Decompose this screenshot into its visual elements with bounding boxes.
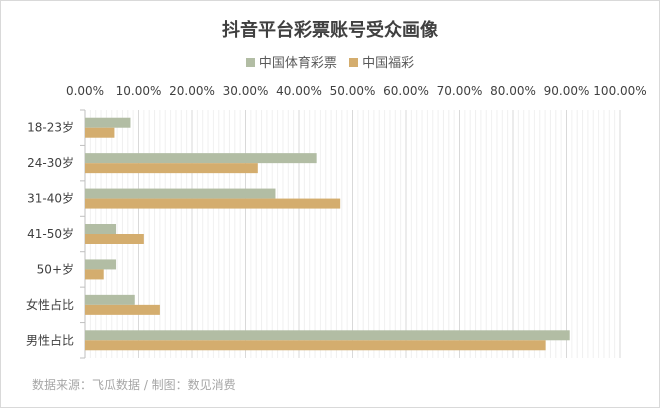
y-category-label: 女性占比 [26, 297, 74, 312]
legend-swatch-welfare-lottery [349, 58, 359, 67]
legend-label-sports-lottery: 中国体育彩票 [258, 56, 337, 71]
y-category-label: 31-40岁 [27, 191, 74, 206]
x-tick-label: 40.00% [276, 84, 322, 98]
x-tick-label: 80.00% [490, 84, 536, 98]
x-tick-label: 20.00% [169, 84, 215, 98]
x-tick-label: 30.00% [223, 84, 269, 98]
x-tick-label: 90.00% [544, 84, 590, 98]
x-tick-label: 60.00% [383, 84, 429, 98]
bar-sports-lottery [85, 294, 135, 305]
bar-sports-lottery [85, 188, 276, 199]
x-tick-label: 100.00% [593, 84, 646, 98]
legend-swatch-sports-lottery [245, 58, 255, 67]
bar-welfare-lottery [85, 163, 258, 174]
bar-welfare-lottery [85, 340, 546, 351]
bar-welfare-lottery [85, 234, 144, 244]
legend: 中国体育彩票 中国福彩 [0, 52, 660, 71]
bar-sports-lottery [85, 259, 117, 270]
y-category-label: 41-50岁 [27, 226, 74, 241]
bar-welfare-lottery [85, 304, 160, 315]
bar-sports-lottery [85, 153, 317, 164]
x-tick-label: 10.00% [116, 84, 162, 98]
chart-title: 抖音平台彩票账号受众画像 [222, 20, 438, 41]
y-category-label: 50+岁 [37, 261, 74, 276]
y-category-label: 24-30岁 [27, 155, 74, 170]
x-tick-label: 0.00% [66, 84, 104, 98]
y-category-label: 男性占比 [26, 332, 74, 347]
bar-welfare-lottery [85, 269, 104, 280]
x-tick-label: 50.00% [330, 84, 376, 98]
bar-sports-lottery [85, 117, 131, 128]
bar-sports-lottery [85, 330, 570, 341]
legend-item-welfare-lottery: 中国福彩 [349, 52, 414, 71]
y-category-label: 18-23岁 [27, 120, 74, 135]
bar-welfare-lottery [85, 198, 341, 209]
x-tick-label: 70.00% [437, 84, 483, 98]
bar-welfare-lottery [85, 127, 115, 138]
legend-label-welfare-lottery: 中国福彩 [362, 56, 415, 71]
legend-item-sports-lottery: 中国体育彩票 [245, 52, 337, 71]
source-note: 数据来源：飞瓜数据 / 制图：数见消费 [32, 378, 236, 392]
bar-sports-lottery [85, 224, 117, 234]
